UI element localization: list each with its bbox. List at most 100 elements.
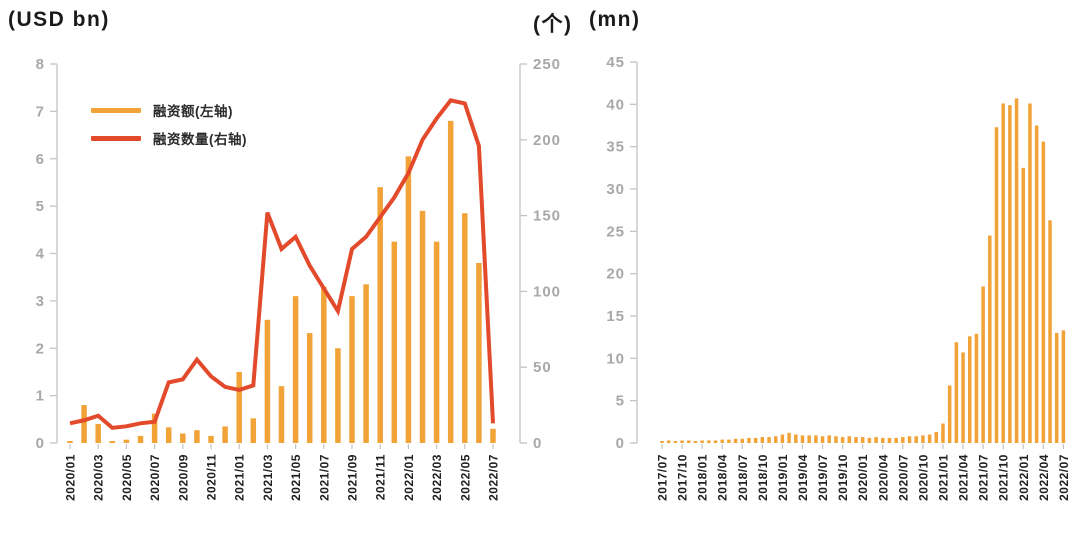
bar (753, 437, 758, 443)
bar (236, 371, 242, 443)
x-axis-label: 2021/01 (936, 454, 950, 501)
bar (660, 441, 664, 443)
x-axis-label: 2018/10 (756, 454, 770, 501)
bar (700, 440, 704, 443)
bar (894, 437, 898, 443)
bar (934, 431, 939, 443)
bar (222, 426, 228, 443)
bar (794, 434, 798, 443)
bar (713, 440, 718, 443)
bar (1041, 141, 1046, 443)
y-axis-label: 30 (606, 181, 625, 198)
x-axis-label: 2021/04 (957, 454, 971, 501)
bar (874, 437, 878, 443)
bar (278, 386, 285, 443)
bar (1021, 167, 1026, 444)
x-axis-label: 2021/07 (317, 454, 331, 501)
bar (1061, 330, 1066, 443)
bar (807, 435, 811, 443)
y-axis-label: 35 (606, 139, 625, 156)
bar (840, 437, 845, 443)
x-axis-label: 2022/07 (487, 454, 501, 501)
legend: 融资额(左轴) 融资数量(右轴) (91, 99, 247, 155)
x-axis-label: 2021/09 (346, 454, 360, 501)
legend-item-line: 融资数量(右轴) (91, 127, 247, 149)
y-axis-label: 6 (36, 151, 45, 168)
bar (419, 210, 426, 443)
bar (137, 435, 144, 443)
bar (264, 319, 271, 443)
right-y-axis-label: 250 (533, 56, 561, 73)
bar (1001, 103, 1005, 443)
bar (433, 241, 440, 443)
bar (961, 352, 965, 443)
x-axis-label: 2021/07 (977, 454, 991, 501)
bar (941, 423, 945, 443)
line-series-swatch (91, 135, 141, 141)
y-axis-label: 4 (36, 246, 45, 263)
x-axis-label: 2019/04 (796, 454, 810, 501)
bar (707, 440, 711, 443)
y-axis-label: 1 (36, 388, 45, 405)
bar (827, 435, 831, 443)
x-axis-label: 2019/01 (776, 454, 790, 501)
left-chart-right-axis-unit: (个) (533, 13, 573, 36)
x-axis-label: 2020/03 (92, 454, 106, 501)
bar (780, 434, 785, 443)
bar (109, 441, 116, 443)
bar (67, 441, 73, 443)
x-axis-label: 2021/11 (374, 454, 388, 500)
bar (335, 348, 341, 443)
bar (988, 235, 992, 443)
bar (834, 436, 838, 443)
y-axis-label: 2 (36, 340, 45, 357)
bar (1014, 98, 1019, 443)
right-y-axis-label: 0 (533, 435, 542, 452)
y-axis-label: 20 (606, 266, 625, 283)
bar (720, 439, 724, 443)
x-axis-label: 2021/01 (233, 454, 247, 501)
left-chart-left-axis-unit: (USD bn) (8, 8, 110, 31)
bar (981, 286, 985, 443)
bar (974, 333, 979, 443)
bar (773, 436, 778, 443)
bar (1034, 125, 1039, 443)
bar (306, 333, 313, 443)
bar (1048, 220, 1052, 443)
x-axis-label: 2020/07 (148, 454, 162, 501)
right-y-axis-label: 100 (533, 283, 561, 300)
bar-series-swatch (91, 107, 141, 113)
y-axis-label: 10 (606, 350, 625, 367)
x-axis-label: 2020/11 (205, 454, 219, 500)
x-axis-label: 2020/04 (876, 454, 890, 501)
bar (927, 434, 932, 443)
bar (907, 436, 912, 443)
bar (377, 187, 383, 443)
x-axis-label: 2020/01 (64, 454, 78, 501)
bar (733, 438, 738, 443)
bar (954, 342, 959, 443)
bar (881, 437, 885, 443)
bar (800, 435, 805, 443)
x-axis-label: 2020/09 (176, 454, 190, 501)
x-axis-label: 2021/05 (289, 454, 303, 501)
x-axis-label: 2019/10 (836, 454, 850, 501)
bar (666, 440, 671, 443)
bar (476, 262, 482, 443)
bar (847, 436, 852, 443)
bar (967, 336, 972, 443)
x-axis-label: 2022/05 (458, 454, 472, 501)
bar (349, 296, 355, 443)
right-y-axis-label: 200 (533, 132, 561, 149)
bar (901, 437, 905, 443)
bar (123, 439, 130, 443)
x-axis-label: 2017/07 (656, 454, 670, 501)
x-axis-label: 2020/10 (916, 454, 930, 501)
y-axis-label: 5 (616, 393, 625, 410)
bar (391, 241, 398, 443)
bar (867, 437, 872, 443)
bar (250, 418, 257, 443)
y-axis-label: 0 (36, 435, 45, 452)
